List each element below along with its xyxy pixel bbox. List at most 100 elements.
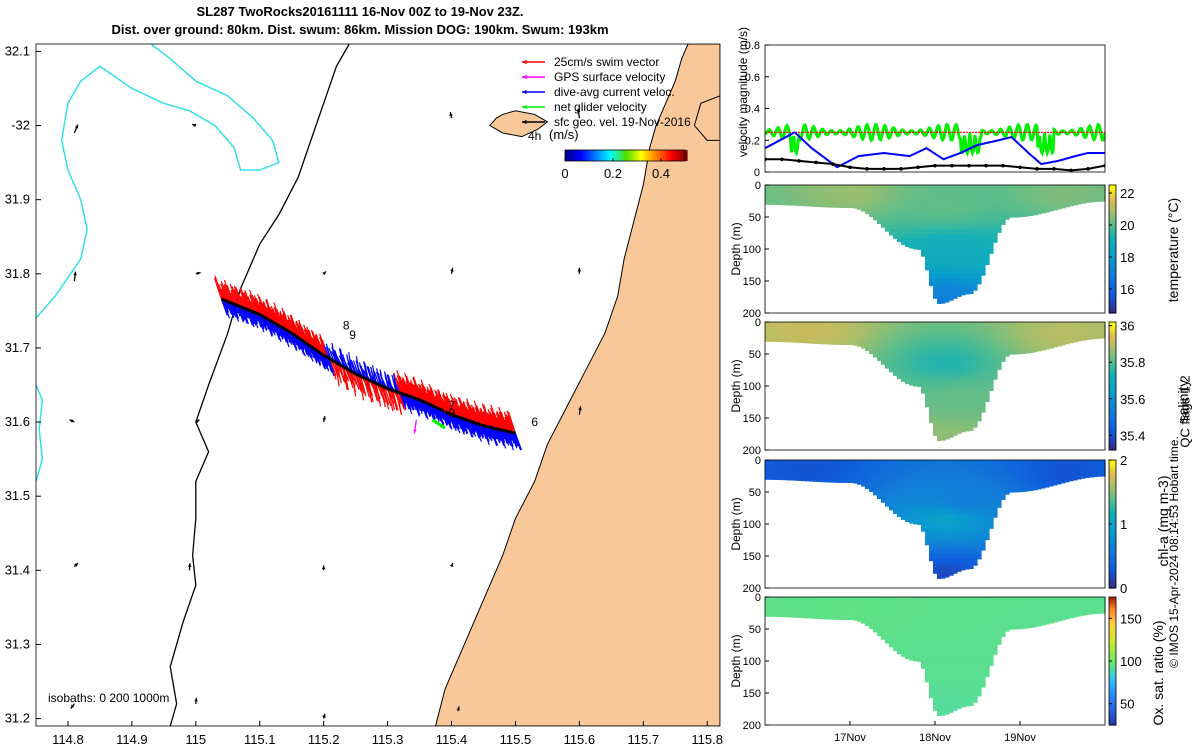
section-cell — [977, 361, 982, 367]
sfc-geo-vector-head — [578, 406, 582, 411]
colorbar-cell — [1109, 210, 1116, 214]
section-cell — [853, 611, 858, 618]
section-cell — [965, 670, 970, 677]
section-ytick-label: 0 — [755, 592, 761, 604]
section-cell — [1009, 469, 1014, 476]
section-cell — [953, 675, 958, 682]
swim-vector — [473, 400, 483, 426]
sfc-geo-vector — [578, 406, 582, 415]
section-cell — [961, 479, 966, 486]
dive-vector — [454, 415, 460, 430]
section-cell — [1101, 464, 1106, 471]
section-cell — [769, 322, 774, 328]
section-cell — [1073, 616, 1078, 618]
section-cell — [957, 685, 962, 692]
colorbar-cell — [1109, 360, 1116, 364]
section-cell — [941, 680, 946, 687]
section-cell — [1073, 322, 1078, 328]
section-cell — [913, 636, 918, 642]
section-cell — [977, 514, 982, 520]
dive-vector — [476, 423, 482, 436]
section-cell — [945, 601, 950, 608]
section-cell — [1061, 474, 1066, 481]
section-cell — [937, 489, 942, 496]
sfc-geo-vector-head — [194, 697, 198, 702]
section-cell — [965, 283, 970, 289]
section-cell — [937, 611, 942, 618]
section-cell — [993, 219, 998, 225]
dive-vector — [236, 305, 244, 323]
map-xtick-label: 115 — [185, 732, 206, 747]
section-cell — [973, 249, 978, 255]
section-cell — [953, 641, 958, 647]
section-cell — [925, 386, 930, 392]
section-cell — [993, 469, 998, 476]
swim-vector — [466, 401, 474, 423]
section-cell — [929, 239, 934, 245]
section-cell — [793, 606, 798, 613]
section-cell — [941, 474, 946, 481]
section-cell — [925, 258, 930, 265]
section-cell — [957, 390, 962, 397]
section-cell — [937, 504, 942, 510]
sfc-geo-vector — [194, 697, 198, 704]
section-cell — [957, 376, 962, 382]
swim-vector — [470, 407, 478, 424]
section-cell — [909, 484, 914, 491]
swim-vector — [418, 387, 425, 402]
section-cell — [1005, 331, 1010, 338]
swim-vector — [217, 283, 225, 301]
section-cell — [917, 460, 922, 466]
section-cell — [973, 278, 978, 285]
series-dive-avg-current — [765, 131, 1105, 169]
section-cell — [1041, 460, 1046, 466]
section-cell — [953, 528, 958, 535]
section-cell — [889, 616, 894, 623]
section-cell — [1097, 194, 1102, 201]
section-ytick-label: 50 — [749, 487, 761, 499]
dive-vector — [457, 416, 465, 435]
section-cell — [957, 268, 962, 275]
section-cell — [941, 528, 946, 535]
section-cell — [829, 469, 834, 476]
section-cell — [913, 631, 918, 637]
section-cell — [889, 606, 894, 613]
series-net-glider-velocity — [765, 122, 1105, 158]
dive-vector — [314, 349, 322, 365]
section-cell — [857, 322, 862, 328]
section-cell — [913, 484, 918, 491]
dive-vector — [367, 369, 375, 383]
section-cell — [973, 474, 978, 481]
section-cell — [945, 474, 950, 481]
section-cell — [997, 224, 1002, 230]
section-cell — [917, 199, 922, 206]
section-cell — [1005, 621, 1010, 628]
section-cell — [945, 366, 950, 372]
section-cell — [1049, 331, 1054, 338]
section-cell — [897, 601, 902, 608]
swim-vector — [303, 324, 312, 347]
colorbar-cell — [1109, 307, 1116, 312]
section-cell — [773, 194, 778, 201]
section-cell — [925, 494, 930, 500]
sfc-geo-point — [1069, 168, 1073, 172]
section-cell — [989, 499, 994, 505]
dive-vector — [417, 399, 423, 412]
section-cell — [961, 420, 966, 426]
section-cell — [885, 229, 890, 232]
section-cell — [937, 616, 942, 623]
colorbar-cell — [1109, 529, 1116, 533]
section-cell — [889, 464, 894, 471]
section-cell — [937, 400, 942, 407]
section-cell — [889, 469, 894, 476]
section-cell — [969, 597, 974, 603]
section-cell — [945, 528, 950, 535]
section-cell — [789, 469, 794, 476]
section-cell — [985, 249, 990, 255]
section-cell — [881, 597, 886, 603]
section-cell — [989, 244, 994, 250]
section-cell — [857, 189, 862, 196]
section-cell — [877, 469, 882, 476]
section-cell — [797, 326, 802, 333]
colorbar-cell — [1109, 329, 1116, 333]
